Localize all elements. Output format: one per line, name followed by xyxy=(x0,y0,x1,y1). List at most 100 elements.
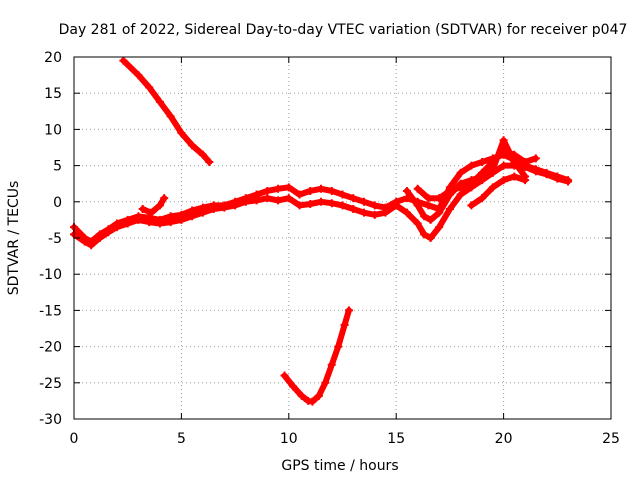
series-line-branch-3-5h xyxy=(139,195,168,216)
data-point xyxy=(263,194,272,203)
data-point xyxy=(138,205,147,214)
data-point xyxy=(488,183,497,192)
data-point xyxy=(87,241,96,250)
data-point xyxy=(241,197,250,206)
y-tick-label: -15 xyxy=(39,303,62,319)
data-point xyxy=(344,306,353,315)
data-point xyxy=(145,218,154,227)
data-point xyxy=(499,176,508,185)
data-point xyxy=(413,201,422,210)
data-point xyxy=(327,199,336,208)
y-tick-label: 20 xyxy=(44,50,62,66)
data-point xyxy=(370,201,379,210)
data-point xyxy=(80,237,89,246)
data-point xyxy=(314,391,323,400)
data-point xyxy=(488,165,497,174)
data-point xyxy=(104,228,113,237)
y-axis-label: SDTVAR / TECUs xyxy=(6,181,22,296)
data-point xyxy=(499,147,508,156)
data-point xyxy=(435,208,444,217)
x-tick-label: 15 xyxy=(387,431,405,447)
data-point xyxy=(402,186,411,195)
data-point xyxy=(445,186,454,195)
data-point xyxy=(413,219,422,228)
data-point xyxy=(308,397,317,406)
y-tick-label: 5 xyxy=(53,159,62,175)
data-point xyxy=(134,71,143,80)
data-point xyxy=(435,194,444,203)
data-point xyxy=(327,186,336,195)
data-point xyxy=(426,234,435,242)
y-tick-label: -10 xyxy=(39,267,62,283)
data-point xyxy=(420,230,429,239)
plot-frame xyxy=(73,56,612,420)
series-points-main-band-d xyxy=(413,147,540,203)
data-point xyxy=(306,199,315,208)
data-point xyxy=(467,201,476,210)
data-point xyxy=(359,208,368,217)
data-point xyxy=(198,150,207,159)
series-points-main-band-b xyxy=(70,161,573,250)
data-point xyxy=(177,129,186,138)
data-point xyxy=(231,201,240,210)
data-point xyxy=(284,194,293,203)
y-tick-label: 0 xyxy=(53,195,62,211)
data-point xyxy=(467,161,476,170)
data-point xyxy=(295,190,304,199)
data-point xyxy=(478,157,487,166)
data-point xyxy=(521,176,530,185)
data-point xyxy=(306,186,315,195)
data-point xyxy=(420,212,429,221)
data-point xyxy=(510,150,519,159)
data-point xyxy=(392,201,401,210)
data-point xyxy=(499,161,508,170)
data-point xyxy=(297,391,306,400)
x-tick-label: 20 xyxy=(495,431,513,447)
data-point xyxy=(145,83,154,92)
series-points-descending-2-6h xyxy=(119,56,214,166)
data-point xyxy=(123,219,132,228)
data-point xyxy=(263,186,272,195)
data-point xyxy=(198,208,207,217)
data-point xyxy=(510,157,519,166)
axes: 0 5 10 15 20 25 20 15 10 5 0 -5 -10 -15 -20 -25 -30 xyxy=(39,50,620,447)
data-point xyxy=(134,215,143,224)
data-point xyxy=(510,172,519,181)
y-tick-label: -20 xyxy=(39,340,62,356)
x-axis-label: GPS time / hours xyxy=(281,458,398,474)
y-tick-label: -25 xyxy=(39,376,62,392)
data-point xyxy=(166,218,175,227)
data-point xyxy=(564,177,573,186)
data-point xyxy=(284,183,293,192)
data-point xyxy=(155,219,164,228)
y-tick-label: 15 xyxy=(44,86,62,102)
data-point xyxy=(252,196,261,205)
data-point xyxy=(349,205,358,214)
data-point xyxy=(274,196,283,205)
data-point xyxy=(334,342,343,351)
series-points-main-band-e xyxy=(467,172,530,210)
chart-title: Day 281 of 2022, Sidereal Day-to-day VTE… xyxy=(59,22,628,38)
data-point xyxy=(317,184,326,193)
y-tick-label: -5 xyxy=(48,231,62,247)
x-tick-label: 5 xyxy=(177,431,186,447)
data-point xyxy=(531,154,540,163)
data-point xyxy=(478,168,487,177)
data-point xyxy=(205,157,214,166)
data-point xyxy=(381,208,390,217)
y-tick-label: 10 xyxy=(44,122,62,138)
x-tick-label: 0 xyxy=(70,431,79,447)
data-point xyxy=(531,167,540,176)
data-point xyxy=(155,97,164,106)
data-point xyxy=(456,168,465,177)
data-point xyxy=(289,382,298,391)
data-point xyxy=(321,378,330,387)
data-point xyxy=(521,157,530,166)
data-point xyxy=(445,205,454,214)
data-point xyxy=(424,194,433,203)
data-point xyxy=(359,197,368,206)
x-tick-label: 25 xyxy=(602,431,620,447)
data-point xyxy=(340,320,349,329)
x-tick-label: 10 xyxy=(280,431,298,447)
data-point xyxy=(456,190,465,199)
